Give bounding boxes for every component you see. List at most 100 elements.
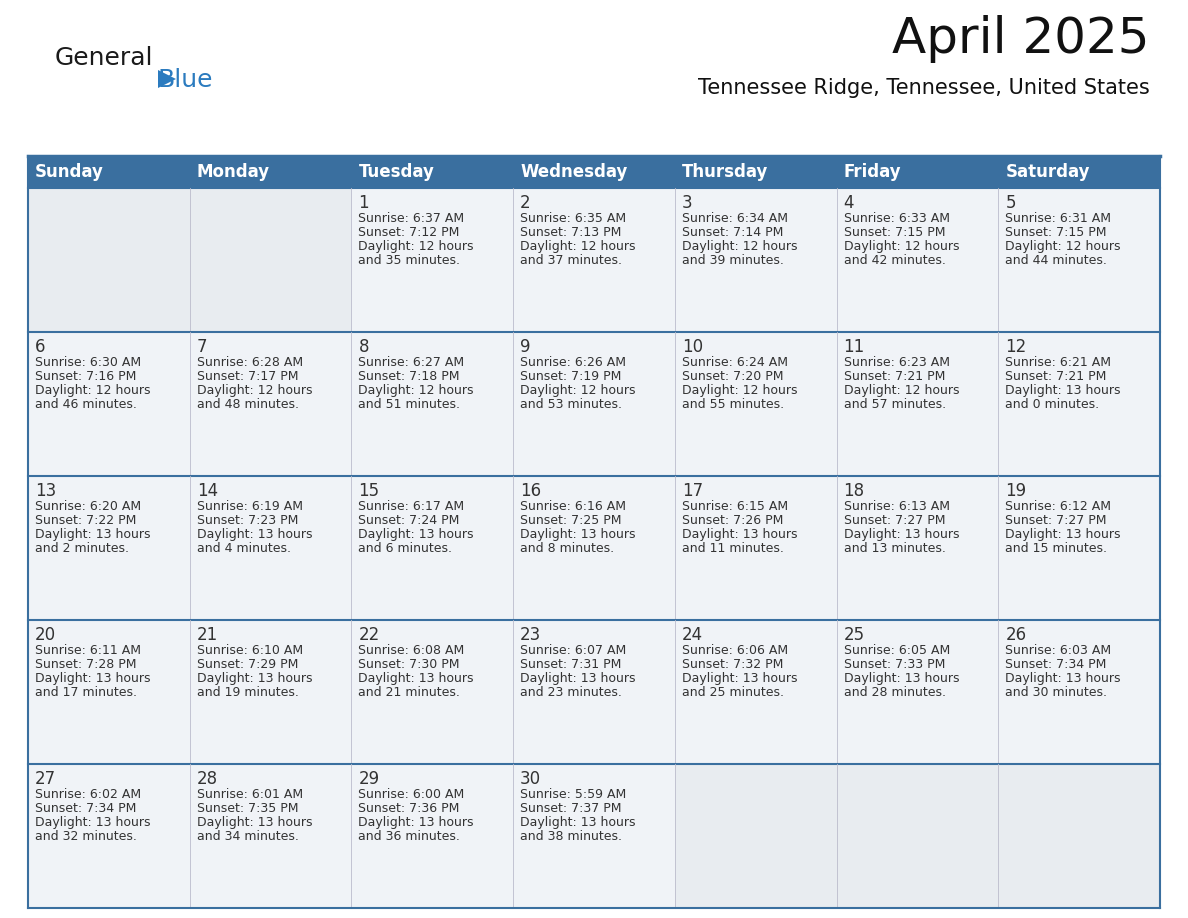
Text: Sunset: 7:15 PM: Sunset: 7:15 PM bbox=[843, 226, 946, 239]
Bar bbox=[513, 764, 675, 908]
Text: Daylight: 12 hours: Daylight: 12 hours bbox=[1005, 240, 1120, 253]
Text: and 42 minutes.: and 42 minutes. bbox=[843, 254, 946, 267]
Text: and 17 minutes.: and 17 minutes. bbox=[34, 686, 137, 699]
Text: Sunset: 7:27 PM: Sunset: 7:27 PM bbox=[843, 514, 946, 527]
Bar bbox=[29, 764, 190, 908]
Text: and 2 minutes.: and 2 minutes. bbox=[34, 542, 129, 555]
Text: Sunset: 7:18 PM: Sunset: 7:18 PM bbox=[359, 370, 460, 383]
Text: Sunset: 7:16 PM: Sunset: 7:16 PM bbox=[34, 370, 137, 383]
Text: 14: 14 bbox=[197, 482, 217, 500]
Text: and 4 minutes.: and 4 minutes. bbox=[197, 542, 291, 555]
Text: Daylight: 12 hours: Daylight: 12 hours bbox=[520, 384, 636, 397]
Text: Sunset: 7:21 PM: Sunset: 7:21 PM bbox=[1005, 370, 1107, 383]
Text: 8: 8 bbox=[359, 338, 369, 356]
Text: April 2025: April 2025 bbox=[892, 15, 1150, 63]
Bar bbox=[836, 188, 998, 332]
Text: Sunset: 7:23 PM: Sunset: 7:23 PM bbox=[197, 514, 298, 527]
Text: Sunset: 7:12 PM: Sunset: 7:12 PM bbox=[359, 226, 460, 239]
Text: Tuesday: Tuesday bbox=[359, 163, 435, 181]
Text: Sunset: 7:24 PM: Sunset: 7:24 PM bbox=[359, 514, 460, 527]
Text: Daylight: 12 hours: Daylight: 12 hours bbox=[359, 384, 474, 397]
Text: Sunset: 7:36 PM: Sunset: 7:36 PM bbox=[359, 802, 460, 815]
Bar bbox=[675, 332, 836, 476]
Text: Daylight: 12 hours: Daylight: 12 hours bbox=[197, 384, 312, 397]
Text: Sunrise: 6:15 AM: Sunrise: 6:15 AM bbox=[682, 500, 788, 513]
Text: Sunrise: 6:30 AM: Sunrise: 6:30 AM bbox=[34, 356, 141, 369]
Text: and 28 minutes.: and 28 minutes. bbox=[843, 686, 946, 699]
Text: Daylight: 13 hours: Daylight: 13 hours bbox=[843, 528, 959, 541]
Text: Daylight: 13 hours: Daylight: 13 hours bbox=[197, 672, 312, 685]
Text: Daylight: 13 hours: Daylight: 13 hours bbox=[34, 816, 151, 829]
Text: Daylight: 13 hours: Daylight: 13 hours bbox=[197, 816, 312, 829]
Text: Sunrise: 6:24 AM: Sunrise: 6:24 AM bbox=[682, 356, 788, 369]
Bar bbox=[352, 188, 513, 332]
Bar bbox=[352, 764, 513, 908]
Text: 12: 12 bbox=[1005, 338, 1026, 356]
Text: 1: 1 bbox=[359, 194, 369, 212]
Bar bbox=[836, 332, 998, 476]
Text: Daylight: 13 hours: Daylight: 13 hours bbox=[359, 528, 474, 541]
Text: Sunrise: 6:31 AM: Sunrise: 6:31 AM bbox=[1005, 212, 1111, 225]
Bar bbox=[190, 764, 352, 908]
Text: Blue: Blue bbox=[157, 68, 213, 92]
Text: General: General bbox=[55, 46, 153, 70]
Bar bbox=[29, 156, 1159, 188]
Bar bbox=[998, 620, 1159, 764]
Bar bbox=[29, 332, 190, 476]
Text: Sunrise: 6:00 AM: Sunrise: 6:00 AM bbox=[359, 788, 465, 801]
Bar bbox=[190, 620, 352, 764]
Bar bbox=[190, 188, 352, 332]
Text: Sunrise: 6:02 AM: Sunrise: 6:02 AM bbox=[34, 788, 141, 801]
Bar bbox=[675, 620, 836, 764]
Text: and 0 minutes.: and 0 minutes. bbox=[1005, 398, 1099, 411]
Text: Sunset: 7:13 PM: Sunset: 7:13 PM bbox=[520, 226, 621, 239]
Text: Daylight: 12 hours: Daylight: 12 hours bbox=[682, 240, 797, 253]
Text: Daylight: 13 hours: Daylight: 13 hours bbox=[1005, 528, 1120, 541]
Text: Sunset: 7:22 PM: Sunset: 7:22 PM bbox=[34, 514, 137, 527]
Text: and 6 minutes.: and 6 minutes. bbox=[359, 542, 453, 555]
Text: Sunrise: 6:08 AM: Sunrise: 6:08 AM bbox=[359, 644, 465, 657]
Text: 2: 2 bbox=[520, 194, 531, 212]
Text: Daylight: 13 hours: Daylight: 13 hours bbox=[1005, 384, 1120, 397]
Text: Friday: Friday bbox=[843, 163, 902, 181]
Text: Sunset: 7:31 PM: Sunset: 7:31 PM bbox=[520, 658, 621, 671]
Text: Daylight: 13 hours: Daylight: 13 hours bbox=[520, 528, 636, 541]
Text: and 15 minutes.: and 15 minutes. bbox=[1005, 542, 1107, 555]
Text: 21: 21 bbox=[197, 626, 217, 644]
Text: Sunset: 7:19 PM: Sunset: 7:19 PM bbox=[520, 370, 621, 383]
Bar bbox=[352, 620, 513, 764]
Text: and 11 minutes.: and 11 minutes. bbox=[682, 542, 784, 555]
Text: Daylight: 12 hours: Daylight: 12 hours bbox=[520, 240, 636, 253]
Bar bbox=[352, 332, 513, 476]
Text: 6: 6 bbox=[34, 338, 45, 356]
Text: and 25 minutes.: and 25 minutes. bbox=[682, 686, 784, 699]
Text: and 37 minutes.: and 37 minutes. bbox=[520, 254, 623, 267]
Bar bbox=[190, 476, 352, 620]
Text: and 13 minutes.: and 13 minutes. bbox=[843, 542, 946, 555]
Text: Sunset: 7:28 PM: Sunset: 7:28 PM bbox=[34, 658, 137, 671]
Text: 23: 23 bbox=[520, 626, 542, 644]
Text: Daylight: 12 hours: Daylight: 12 hours bbox=[843, 384, 959, 397]
Text: Sunrise: 5:59 AM: Sunrise: 5:59 AM bbox=[520, 788, 626, 801]
Text: Sunset: 7:29 PM: Sunset: 7:29 PM bbox=[197, 658, 298, 671]
Text: and 19 minutes.: and 19 minutes. bbox=[197, 686, 298, 699]
Text: 15: 15 bbox=[359, 482, 379, 500]
Text: Daylight: 12 hours: Daylight: 12 hours bbox=[359, 240, 474, 253]
Text: Daylight: 12 hours: Daylight: 12 hours bbox=[682, 384, 797, 397]
Text: Sunset: 7:20 PM: Sunset: 7:20 PM bbox=[682, 370, 783, 383]
Text: 4: 4 bbox=[843, 194, 854, 212]
Polygon shape bbox=[158, 70, 176, 88]
Text: 27: 27 bbox=[34, 770, 56, 788]
Text: Daylight: 13 hours: Daylight: 13 hours bbox=[682, 672, 797, 685]
Text: and 44 minutes.: and 44 minutes. bbox=[1005, 254, 1107, 267]
Bar bbox=[998, 476, 1159, 620]
Text: 28: 28 bbox=[197, 770, 217, 788]
Bar bbox=[29, 188, 190, 332]
Text: Sunrise: 6:13 AM: Sunrise: 6:13 AM bbox=[843, 500, 949, 513]
Text: Wednesday: Wednesday bbox=[520, 163, 627, 181]
Bar bbox=[513, 188, 675, 332]
Text: 9: 9 bbox=[520, 338, 531, 356]
Text: Daylight: 13 hours: Daylight: 13 hours bbox=[359, 816, 474, 829]
Bar bbox=[513, 332, 675, 476]
Bar bbox=[513, 620, 675, 764]
